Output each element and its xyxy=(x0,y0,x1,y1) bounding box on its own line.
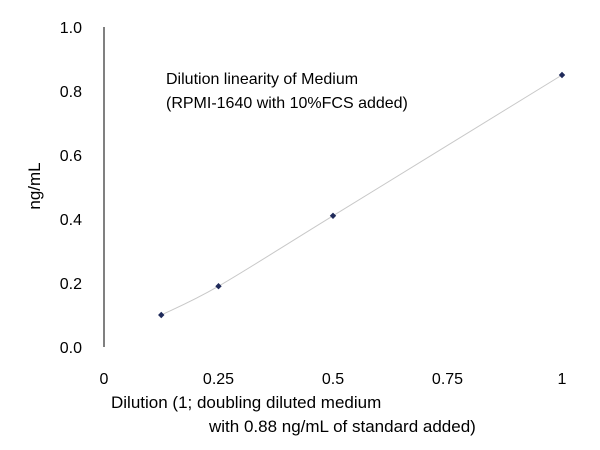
x-tick-label: 1 xyxy=(558,371,567,388)
x-tick-label: 0.5 xyxy=(322,371,344,388)
y-tick-label: 0.8 xyxy=(60,84,82,101)
chart-title-line-2: (RPMI-1640 with 10%FCS added) xyxy=(166,95,408,112)
data-point xyxy=(329,212,337,219)
y-tick-labels: 0.0 0.2 0.4 0.6 0.8 1.0 xyxy=(60,20,82,357)
x-axis-title-line-2: with 0.88 ng/mL of standard added) xyxy=(208,417,476,436)
y-tick-label: 0.6 xyxy=(60,148,82,165)
series-line xyxy=(161,74,563,316)
data-point xyxy=(558,71,566,79)
y-tick-label: 0.2 xyxy=(60,276,82,293)
x-axis-title-line-1: Dilution (1; doubling diluted medium xyxy=(111,393,381,412)
y-tick-label: 1.0 xyxy=(60,20,82,37)
data-points xyxy=(158,71,566,319)
chart-title-line-1: Dilution linearity of Medium xyxy=(166,71,358,88)
y-tick-label: 0.4 xyxy=(60,212,82,229)
data-point xyxy=(215,283,222,290)
x-tick-label: 0 xyxy=(100,371,109,388)
data-point xyxy=(158,311,165,319)
y-axis-title: ng/mL xyxy=(25,162,44,209)
y-tick-label: 0.0 xyxy=(60,340,82,357)
x-tick-labels: 0 0.25 0.5 0.75 1 xyxy=(100,371,567,388)
x-tick-label: 0.25 xyxy=(203,371,234,388)
x-tick-label: 0.75 xyxy=(432,371,463,388)
